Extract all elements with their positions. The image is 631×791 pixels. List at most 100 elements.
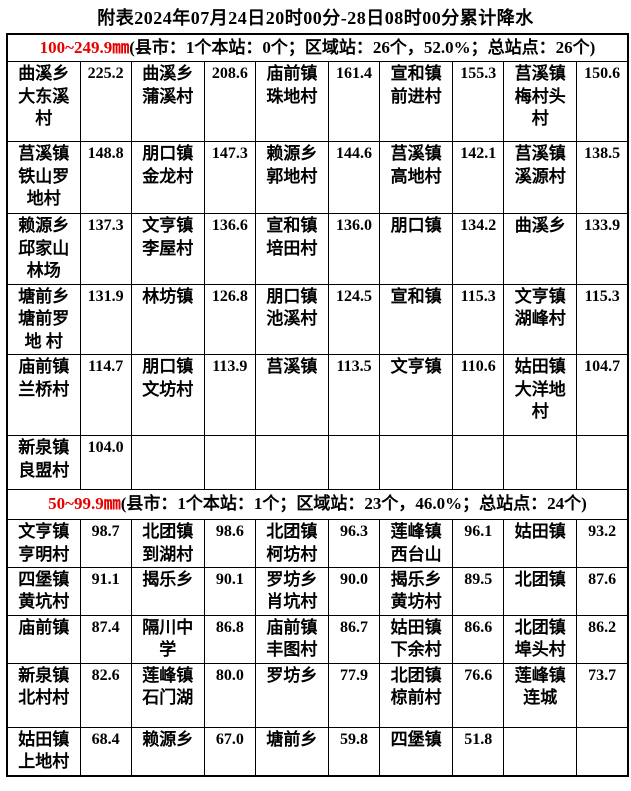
rainfall-value-cell: 138.5 [576, 141, 629, 215]
table-row: 四堡镇黄坑村 91.1 揭乐乡 90.1 罗坊乡肖坑村 90.0 揭乐乡黄坊村 89.5 北团镇… [6, 566, 629, 616]
station-name-cell: 莲峰镇连城 [503, 662, 578, 728]
rainfall-value-cell: 96.1 [452, 519, 505, 568]
section-header-row: 100~249.9㎜(县市：1个本站：0个；区域站：26个，52.0%；总站点：… [6, 33, 629, 63]
station-name-cell [379, 435, 454, 491]
rainfall-value-cell: 76.6 [452, 662, 505, 728]
station-name-cell: 北团镇 [503, 566, 578, 616]
rainfall-value-cell: 161.4 [327, 61, 381, 143]
station-name-cell: 赖源乡 [130, 726, 205, 777]
station-name-cell: 庙前镇 [6, 614, 81, 664]
table-row: 塘前乡塘前罗地 村 131.9 林坊镇 126.8 朋口镇池溪村 124.5 宣和镇 115.… [6, 283, 629, 356]
station-name-cell [130, 435, 205, 491]
station-name-cell: 庙前镇丰图村 [254, 614, 329, 664]
rainfall-value-cell [452, 435, 505, 491]
section-header: 100~249.9㎜(县市：1个本站：0个；区域站：26个，52.0%；总站点：… [6, 33, 629, 63]
rainfall-value-cell: 96.3 [327, 519, 381, 568]
rainfall-value-cell: 104.0 [79, 435, 132, 491]
rainfall-value-cell: 98.7 [79, 519, 132, 568]
rainfall-value-cell: 51.8 [452, 726, 505, 777]
station-name-cell: 四堡镇黄坑村 [6, 566, 81, 616]
rainfall-value-cell [327, 435, 381, 491]
rainfall-value-cell: 113.9 [203, 354, 256, 437]
station-name-cell: 庙前镇兰桥村 [6, 354, 81, 437]
page-title: 附表2024年07月24日20时00分-28日08时00分累计降水 [97, 8, 534, 28]
station-name-cell: 庙前镇珠地村 [254, 61, 329, 143]
rainfall-table-body: 100~249.9㎜(县市：1个本站：0个；区域站：26个，52.0%；总站点：… [6, 33, 629, 777]
section-summary: (县市：1个本站：0个；区域站：26个，52.0%；总站点：26个) [129, 38, 596, 57]
rainfall-value-cell: 77.9 [327, 662, 381, 728]
station-name-cell: 文亨镇李屋村 [130, 213, 205, 285]
table-row: 新泉镇良盟村 104.0 [6, 435, 629, 491]
station-name-cell: 文亨镇亨明村 [6, 519, 81, 568]
station-name-cell: 隔川中学 [130, 614, 205, 664]
table-row: 文亨镇亨明村 98.7 北团镇到湖村 98.6 北团镇柯坊村 96.3 莲峰镇西台山 96.1… [6, 519, 629, 568]
table-row: 新泉镇北村村 82.6 莲峰镇石门湖 80.0 罗坊乡 77.9 北团镇椋前村 76.6 莲峰镇… [6, 662, 629, 728]
rainfall-value-cell: 113.5 [327, 354, 381, 437]
rainfall-value-cell: 144.6 [327, 141, 381, 215]
rainfall-value-cell: 115.3 [576, 283, 629, 356]
station-name-cell: 罗坊乡肖坑村 [254, 566, 329, 616]
rainfall-value-cell: 68.4 [79, 726, 132, 777]
rainfall-value-cell: 137.3 [79, 213, 132, 285]
rainfall-value-cell: 91.1 [79, 566, 132, 616]
station-name-cell: 文亨镇 [379, 354, 454, 437]
section-summary: (县市：1个本站：1个；区域站：23个，46.0%；总站点：24个) [120, 494, 587, 514]
station-name-cell: 北团镇椋前村 [379, 662, 454, 728]
station-name-cell: 朋口镇文坊村 [130, 354, 205, 437]
rainfall-value-cell: 110.6 [452, 354, 505, 437]
section-header-row: 50~99.9㎜(县市：1个本站：1个；区域站：23个，46.0%；总站点：24… [6, 489, 629, 521]
table-row: 姑田镇上地村 68.4 赖源乡 67.0 塘前乡 59.8 四堡镇 51.8 [6, 726, 629, 777]
station-name-cell: 莒溪镇高地村 [379, 141, 454, 215]
station-name-cell: 林坊镇 [130, 283, 205, 356]
station-name-cell: 莒溪镇 [254, 354, 329, 437]
station-name-cell: 朋口镇池溪村 [254, 283, 329, 356]
station-name-cell: 新泉镇北村村 [6, 662, 81, 728]
station-name-cell: 曲溪乡大东溪村 [6, 61, 81, 143]
station-name-cell: 四堡镇 [379, 726, 454, 777]
table-row: 庙前镇 87.4 隔川中学 86.8 庙前镇丰图村 86.7 姑田镇下余村 86.6 北团镇埠头… [6, 614, 629, 664]
rainfall-value-cell: 115.3 [452, 283, 505, 356]
station-name-cell: 赖源乡邱家山林场 [6, 213, 81, 285]
station-name-cell: 文亨镇湖峰村 [503, 283, 578, 356]
station-name-cell: 罗坊乡 [254, 662, 329, 728]
station-name-cell: 新泉镇良盟村 [6, 435, 81, 491]
station-name-cell: 莒溪镇溪源村 [503, 141, 578, 215]
table-row: 曲溪乡大东溪村 225.2 曲溪乡蒲溪村 208.6 庙前镇珠地村 161.4 宣和镇前进村… [6, 61, 629, 143]
station-name-cell [254, 435, 329, 491]
table-row: 赖源乡邱家山林场 137.3 文亨镇李屋村 136.6 宣和镇培田村 136.0 朋口镇 13… [6, 213, 629, 285]
station-name-cell: 宣和镇前进村 [379, 61, 454, 143]
rainfall-value-cell: 136.0 [327, 213, 381, 285]
station-name-cell: 北团镇埠头村 [503, 614, 578, 664]
station-name-cell: 姑田镇上地村 [6, 726, 81, 777]
rainfall-value-cell: 134.2 [452, 213, 505, 285]
rainfall-value-cell: 133.9 [576, 213, 629, 285]
rainfall-value-cell: 131.9 [79, 283, 132, 356]
station-name-cell: 宣和镇培田村 [254, 213, 329, 285]
rainfall-value-cell: 142.1 [452, 141, 505, 215]
rainfall-value-cell: 86.2 [576, 614, 629, 664]
rainfall-value-cell: 225.2 [79, 61, 132, 143]
rainfall-value-cell: 126.8 [203, 283, 256, 356]
station-name-cell: 揭乐乡 [130, 566, 205, 616]
table-row: 庙前镇兰桥村 114.7 朋口镇文坊村 113.9 莒溪镇 113.5 文亨镇 110.6 姑田… [6, 354, 629, 437]
rainfall-value-cell: 86.6 [452, 614, 505, 664]
rainfall-value-cell: 89.5 [452, 566, 505, 616]
rainfall-value-cell: 148.8 [79, 141, 132, 215]
station-name-cell: 曲溪乡蒲溪村 [130, 61, 205, 143]
station-name-cell: 赖源乡郭地村 [254, 141, 329, 215]
station-name-cell: 塘前乡 [254, 726, 329, 777]
rainfall-value-cell: 67.0 [203, 726, 256, 777]
rainfall-value-cell: 147.3 [203, 141, 256, 215]
station-name-cell: 姑田镇下余村 [379, 614, 454, 664]
rainfall-value-cell: 86.7 [327, 614, 381, 664]
station-name-cell: 宣和镇 [379, 283, 454, 356]
rainfall-value-cell: 124.5 [327, 283, 381, 356]
station-name-cell: 莲峰镇石门湖 [130, 662, 205, 728]
rainfall-value-cell: 86.8 [203, 614, 256, 664]
station-name-cell: 塘前乡塘前罗地 村 [6, 283, 81, 356]
section-header: 50~99.9㎜(县市：1个本站：1个；区域站：23个，46.0%；总站点：24… [6, 489, 629, 521]
rainfall-value-cell: 155.3 [452, 61, 505, 143]
rainfall-value-cell [576, 435, 629, 491]
station-name-cell: 莲峰镇西台山 [379, 519, 454, 568]
